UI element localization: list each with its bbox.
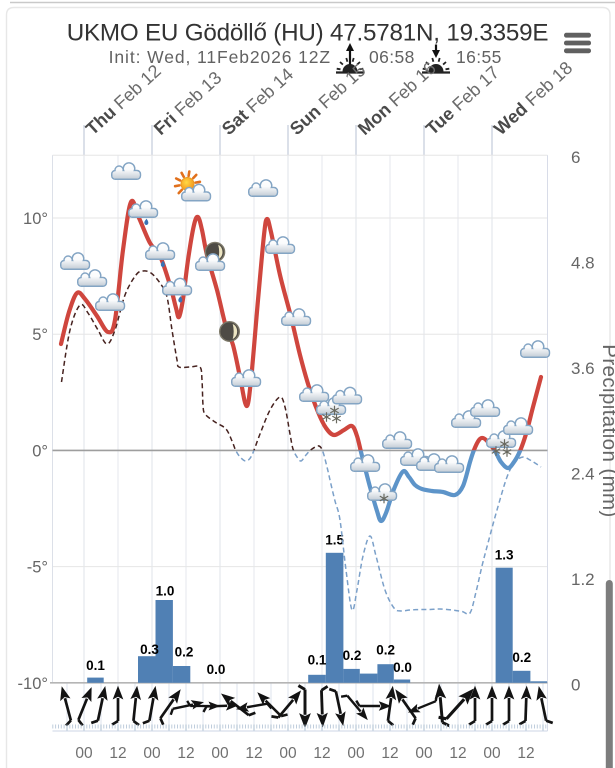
svg-text:12: 12 <box>449 745 466 762</box>
svg-text:16:55: 16:55 <box>456 47 502 67</box>
svg-text:12: 12 <box>517 745 534 762</box>
svg-text:12: 12 <box>381 745 398 762</box>
svg-text:Precipitation (mm): Precipitation (mm) <box>598 344 615 518</box>
svg-text:UKMO EU Gödöllő (HU) 47.5781N,: UKMO EU Gödöllő (HU) 47.5781N, 19.3359E <box>67 20 549 47</box>
svg-text:00: 00 <box>75 745 93 762</box>
svg-text:6: 6 <box>571 148 580 167</box>
svg-text:2.4: 2.4 <box>571 464 595 483</box>
svg-text:1.2: 1.2 <box>571 570 595 589</box>
svg-text:0.3: 0.3 <box>140 642 159 657</box>
svg-text:1.3: 1.3 <box>495 548 514 563</box>
svg-text:10°: 10° <box>23 210 48 228</box>
svg-text:0.0: 0.0 <box>393 660 412 675</box>
svg-text:-5°: -5° <box>27 559 48 577</box>
svg-text:4.8: 4.8 <box>571 253 595 272</box>
svg-text:1.0: 1.0 <box>156 584 175 599</box>
svg-text:0: 0 <box>571 675 580 694</box>
svg-text:0.0: 0.0 <box>207 662 226 677</box>
svg-text:0.1: 0.1 <box>308 653 327 668</box>
svg-text:00: 00 <box>143 745 161 762</box>
svg-text:12: 12 <box>109 745 126 762</box>
svg-text:00: 00 <box>483 745 501 762</box>
svg-text:12: 12 <box>245 745 262 762</box>
svg-text:5°: 5° <box>32 326 48 344</box>
svg-text:06:58: 06:58 <box>369 47 415 67</box>
svg-text:00: 00 <box>279 745 297 762</box>
svg-text:0.1: 0.1 <box>86 658 105 673</box>
svg-text:Init: Wed, 11Feb2026 12Z: Init: Wed, 11Feb2026 12Z <box>109 47 331 67</box>
svg-text:3.6: 3.6 <box>571 359 595 378</box>
svg-text:0.2: 0.2 <box>512 650 531 665</box>
svg-text:0.2: 0.2 <box>175 645 194 660</box>
svg-text:00: 00 <box>415 745 433 762</box>
svg-text:0.2: 0.2 <box>343 648 362 663</box>
svg-text:12: 12 <box>313 745 330 762</box>
svg-text:-10°: -10° <box>18 675 48 693</box>
svg-text:00: 00 <box>347 745 365 762</box>
svg-text:0.2: 0.2 <box>376 643 395 658</box>
svg-text:12: 12 <box>177 745 194 762</box>
svg-text:1.5: 1.5 <box>325 533 344 548</box>
svg-text:00: 00 <box>211 745 229 762</box>
svg-text:0°: 0° <box>32 442 48 460</box>
